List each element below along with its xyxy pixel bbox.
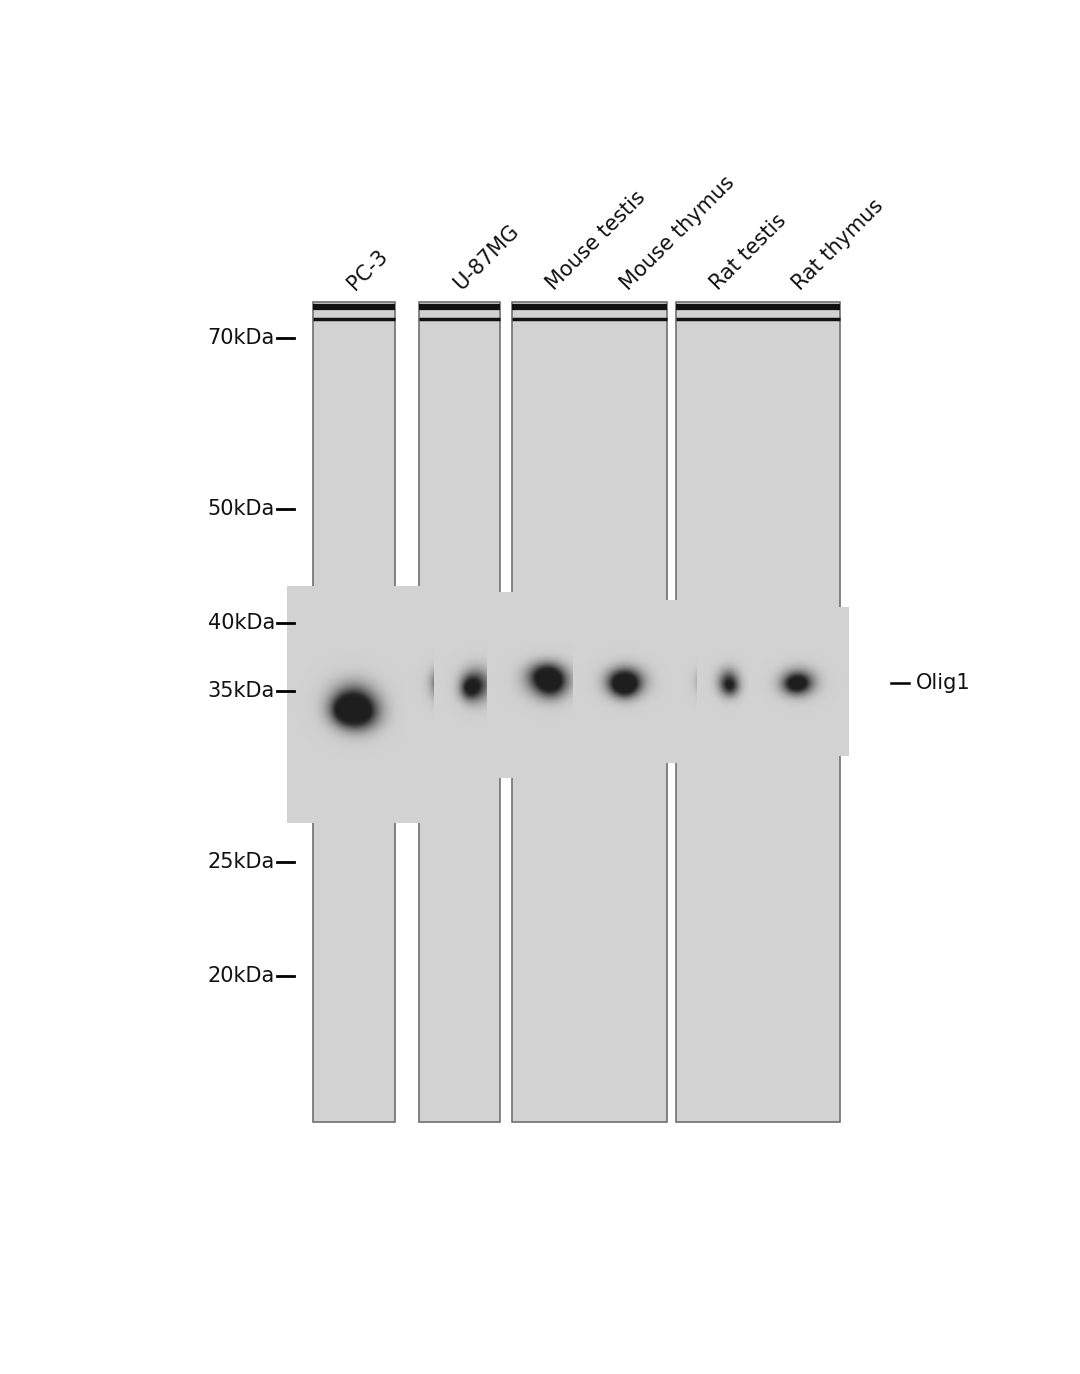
- Text: 20kDa: 20kDa: [207, 966, 274, 985]
- Text: 50kDa: 50kDa: [207, 499, 274, 519]
- Text: Mouse testis: Mouse testis: [543, 187, 650, 294]
- Text: Olig1: Olig1: [916, 673, 971, 694]
- Text: 40kDa: 40kDa: [207, 613, 274, 632]
- Text: Rat testis: Rat testis: [707, 210, 791, 294]
- Text: U-87MG: U-87MG: [449, 221, 523, 294]
- Text: 70kDa: 70kDa: [207, 327, 274, 348]
- Bar: [419, 302, 500, 1123]
- Text: 35kDa: 35kDa: [207, 680, 274, 701]
- Text: Rat thymus: Rat thymus: [789, 195, 888, 294]
- Bar: [512, 302, 667, 1123]
- Text: PC-3: PC-3: [343, 246, 392, 294]
- Bar: [313, 302, 394, 1123]
- Text: Mouse thymus: Mouse thymus: [617, 172, 738, 294]
- Text: 25kDa: 25kDa: [207, 852, 274, 872]
- Bar: [676, 302, 840, 1123]
